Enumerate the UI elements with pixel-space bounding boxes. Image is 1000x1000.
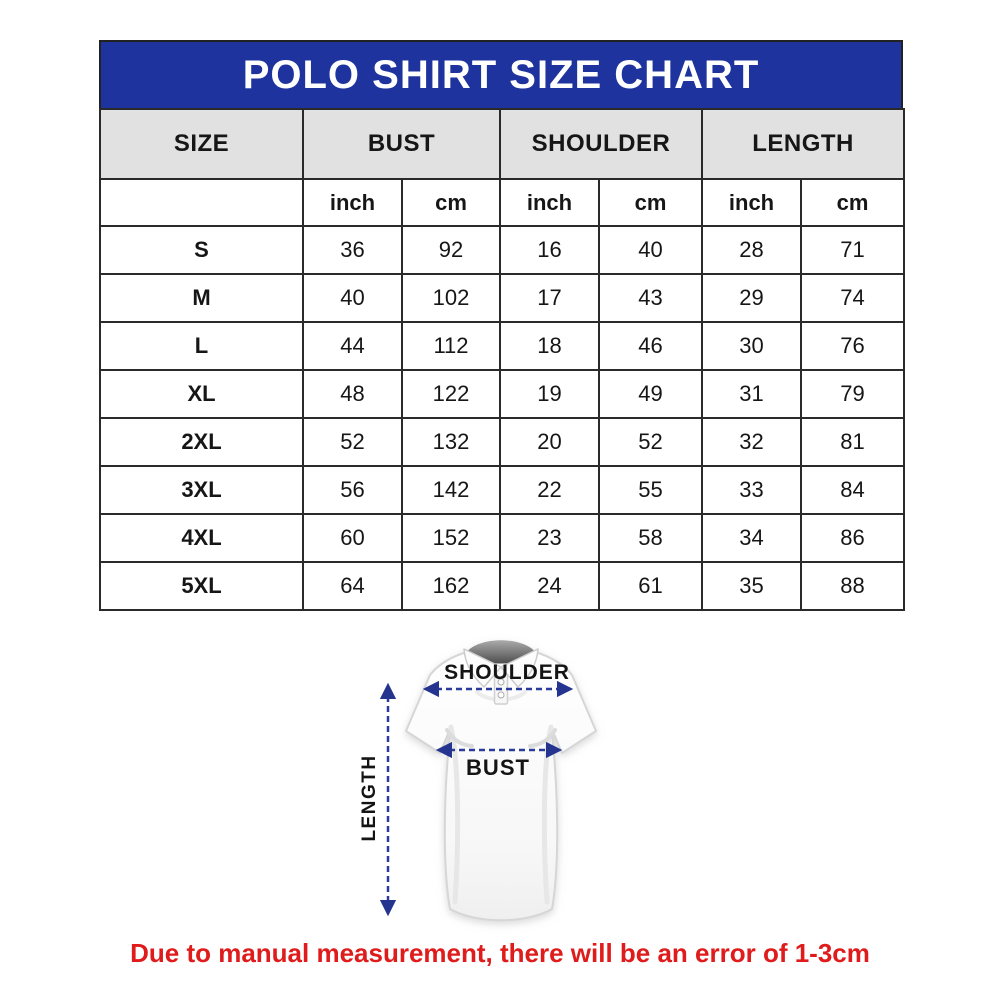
value-cell: 76 [800, 321, 906, 371]
size-label: 2XL [99, 417, 304, 467]
column-header-size: SIZE [99, 108, 304, 180]
value-cell: 24 [499, 561, 600, 611]
value-cell: 36 [302, 225, 403, 275]
size-label: L [99, 321, 304, 371]
value-cell: 33 [701, 465, 803, 515]
unit-header-blank [99, 178, 304, 227]
table-unit-row: inch cm inch cm inch cm [99, 178, 906, 227]
value-cell: 112 [401, 321, 501, 371]
value-cell: 44 [302, 321, 403, 371]
unit-header-length-inch: inch [701, 178, 803, 227]
value-cell: 132 [401, 417, 501, 467]
table-row-4xl: 4XL 60 152 23 58 34 86 [99, 513, 906, 563]
size-chart-panel: POLO SHIRT SIZE CHART SIZE BUST SHOULDER… [99, 40, 906, 611]
value-cell: 56 [302, 465, 403, 515]
value-cell: 74 [800, 273, 906, 323]
unit-header-shoulder-inch: inch [499, 178, 600, 227]
value-cell: 49 [597, 369, 704, 419]
size-label: 4XL [99, 513, 304, 563]
value-cell: 52 [302, 417, 403, 467]
table-row-l: L 44 112 18 46 30 76 [99, 321, 906, 371]
size-label: 3XL [99, 465, 304, 515]
column-header-bust: BUST [302, 108, 501, 180]
value-cell: 22 [499, 465, 600, 515]
value-cell: 43 [597, 273, 704, 323]
table-row-xl: XL 48 122 19 49 31 79 [99, 369, 906, 419]
value-cell: 23 [499, 513, 600, 563]
unit-header-bust-cm: cm [401, 178, 501, 227]
value-cell: 16 [499, 225, 600, 275]
value-cell: 122 [401, 369, 501, 419]
chart-title-bar: POLO SHIRT SIZE CHART [99, 40, 903, 108]
value-cell: 28 [701, 225, 803, 275]
polo-shirt-body [405, 640, 597, 922]
value-cell: 34 [701, 513, 803, 563]
value-cell: 31 [701, 369, 803, 419]
value-cell: 32 [701, 417, 803, 467]
value-cell: 79 [800, 369, 906, 419]
length-label: LENGTH [359, 754, 380, 841]
unit-header-length-cm: cm [800, 178, 906, 227]
table-row-5xl: 5XL 64 162 24 61 35 88 [99, 561, 906, 611]
value-cell: 40 [597, 225, 704, 275]
size-label: 5XL [99, 561, 304, 611]
size-label: M [99, 273, 304, 323]
page-title: POLO SHIRT SIZE CHART [242, 52, 760, 97]
size-table: SIZE BUST SHOULDER LENGTH inch cm inch c… [99, 108, 906, 611]
value-cell: 152 [401, 513, 501, 563]
value-cell: 88 [800, 561, 906, 611]
bust-label: BUST [466, 755, 530, 780]
value-cell: 52 [597, 417, 704, 467]
value-cell: 81 [800, 417, 906, 467]
value-cell: 71 [800, 225, 906, 275]
column-header-length: LENGTH [701, 108, 906, 180]
value-cell: 18 [499, 321, 600, 371]
measurement-disclaimer: Due to manual measurement, there will be… [130, 938, 870, 968]
value-cell: 40 [302, 273, 403, 323]
unit-header-bust-inch: inch [302, 178, 403, 227]
value-cell: 19 [499, 369, 600, 419]
measurement-diagram: SHOULDER BUST LENGTH [335, 612, 665, 942]
value-cell: 84 [800, 465, 906, 515]
value-cell: 162 [401, 561, 501, 611]
table-row-3xl: 3XL 56 142 22 55 33 84 [99, 465, 906, 515]
value-cell: 48 [302, 369, 403, 419]
value-cell: 64 [302, 561, 403, 611]
value-cell: 86 [800, 513, 906, 563]
button [497, 691, 505, 699]
table-row-m: M 40 102 17 43 29 74 [99, 273, 906, 323]
value-cell: 35 [701, 561, 803, 611]
value-cell: 30 [701, 321, 803, 371]
value-cell: 55 [597, 465, 704, 515]
value-cell: 29 [701, 273, 803, 323]
table-row-2xl: 2XL 52 132 20 52 32 81 [99, 417, 906, 467]
value-cell: 60 [302, 513, 403, 563]
value-cell: 46 [597, 321, 704, 371]
unit-header-shoulder-cm: cm [597, 178, 704, 227]
polo-shirt-illustration: SHOULDER BUST LENGTH [359, 640, 597, 922]
shoulder-label: SHOULDER [444, 661, 570, 684]
value-cell: 20 [499, 417, 600, 467]
value-cell: 102 [401, 273, 501, 323]
value-cell: 17 [499, 273, 600, 323]
table-header-row: SIZE BUST SHOULDER LENGTH [99, 108, 906, 180]
value-cell: 92 [401, 225, 501, 275]
size-label: XL [99, 369, 304, 419]
size-label: S [99, 225, 304, 275]
value-cell: 61 [597, 561, 704, 611]
value-cell: 142 [401, 465, 501, 515]
value-cell: 58 [597, 513, 704, 563]
column-header-shoulder: SHOULDER [498, 108, 704, 180]
table-row-s: S 36 92 16 40 28 71 [99, 225, 906, 275]
